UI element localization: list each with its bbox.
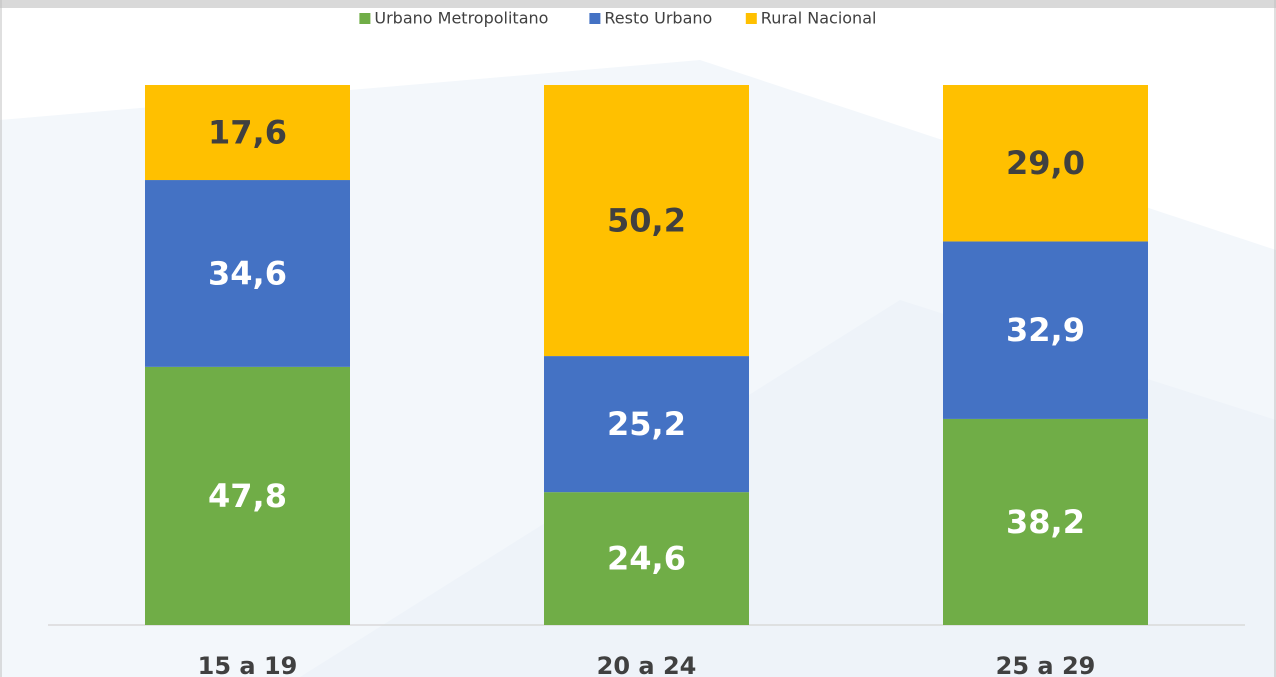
data-label: 34,6	[208, 254, 287, 292]
bar-segment	[145, 85, 350, 181]
top-strip	[0, 0, 1276, 8]
bar-segment	[544, 356, 749, 493]
legend-swatch	[745, 13, 757, 24]
bar-segment	[145, 366, 350, 625]
bar-segment	[544, 85, 749, 357]
x-tick-label: 25 a 29	[996, 652, 1096, 677]
bar-segment	[544, 492, 749, 625]
x-tick-label: 15 a 19	[198, 652, 298, 677]
data-label: 50,2	[607, 202, 686, 240]
bar-segment	[943, 241, 1148, 419]
legend-label: Urbano Metropolitano	[374, 9, 548, 28]
data-label: 25,2	[607, 405, 686, 443]
bar-segment	[943, 85, 1148, 242]
bar-segment	[145, 180, 350, 367]
x-tick-label: 20 a 24	[597, 652, 697, 677]
data-label: 38,2	[1006, 503, 1085, 541]
legend-swatch	[359, 13, 371, 24]
data-label: 29,0	[1006, 144, 1085, 182]
legend-swatch	[589, 13, 601, 24]
legend-label: Resto Urbano	[604, 9, 712, 28]
bar-segment	[943, 418, 1148, 625]
data-label: 24,6	[607, 540, 686, 578]
data-label: 47,8	[208, 477, 287, 515]
data-label: 32,9	[1006, 311, 1085, 349]
data-label: 17,6	[208, 114, 287, 152]
legend-label: Rural Nacional	[761, 9, 877, 28]
